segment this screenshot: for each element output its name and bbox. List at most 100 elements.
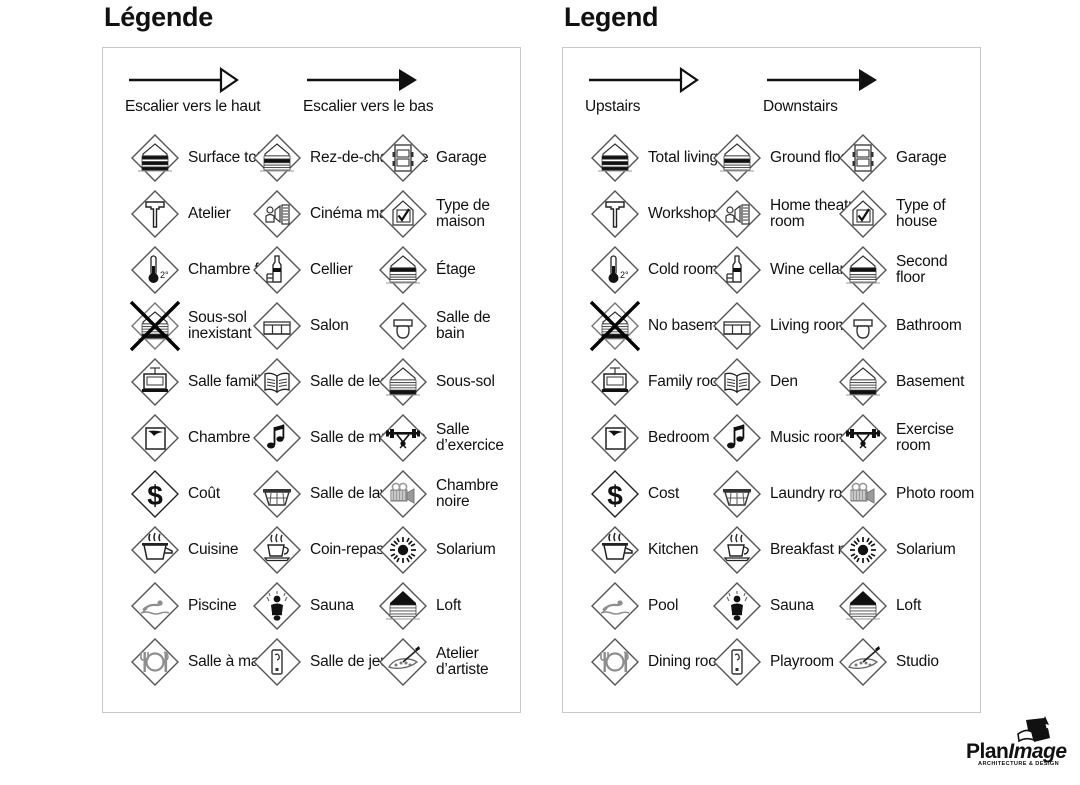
legend-item: $ Cost <box>589 466 679 522</box>
legend-item: Ground floor <box>711 130 854 186</box>
wine-cellar-icon <box>711 244 763 296</box>
legend-item-label: Home theatre room <box>770 196 862 230</box>
logo-wordmark: PlanImage <box>966 740 1067 764</box>
legend-item: Loft <box>837 578 921 634</box>
kitchen-pot-icon <box>129 524 181 576</box>
legend-item: Étage <box>377 242 476 298</box>
bedroom-icon <box>589 412 641 464</box>
ground-floor-icon <box>251 132 303 184</box>
legend-item-label: Salle d’exercice <box>436 420 504 454</box>
hammer-workshop-icon <box>129 188 181 240</box>
legend-item: Den <box>711 354 798 410</box>
legend-item: Wine cellar <box>711 242 845 298</box>
legend-item-label: Cellier <box>310 260 353 278</box>
legend-item-label: Sous-sol <box>436 372 495 390</box>
legend-item-label: Cuisine <box>188 540 239 558</box>
logo-word-image: Image <box>1008 740 1067 763</box>
kitchen-pot-icon <box>589 524 641 576</box>
arrow-filled-right-icon <box>303 66 433 96</box>
dining-cutlery-icon <box>129 636 181 688</box>
total-living-area-icon <box>589 132 641 184</box>
legend-item: Bedroom <box>589 410 710 466</box>
legend-item: Basement <box>837 354 964 410</box>
legend-item-label: Laundry room <box>770 484 864 502</box>
breakfast-cup-icon <box>711 524 763 576</box>
logo-word-plan: Plan <box>966 740 1009 763</box>
bedroom-icon <box>129 412 181 464</box>
legend-item: Cellier <box>251 242 353 298</box>
legend-item-label: Atelier d’artiste <box>436 644 489 678</box>
living-room-sofa-icon <box>711 300 763 352</box>
legend-item-label: Cold room <box>648 260 718 278</box>
legend-row: $ Cost Laundry room Photo room <box>563 466 980 522</box>
legend-item-label: Family room <box>648 372 732 390</box>
legend-row: Salle à manger Salle de jeux Atelier d’art… <box>103 634 520 690</box>
studio-palette-icon <box>837 636 889 688</box>
legend-item-label: Sauna <box>310 596 354 614</box>
legend-item: Type de maison <box>377 186 520 242</box>
living-room-sofa-icon <box>251 300 303 352</box>
legend-row: Chambre Salle de musique Salle d’exercice <box>103 410 520 466</box>
stairs-item-up: Escalier vers le haut <box>125 66 261 116</box>
legend-item: Salon <box>251 298 349 354</box>
legend-row: No basement Living room Bathroom <box>563 298 980 354</box>
loft-icon <box>377 580 429 632</box>
legend-item: Bathroom <box>837 298 962 354</box>
legend-item: Total living area <box>589 130 753 186</box>
legend-item-label: Garage <box>436 148 487 166</box>
legend-item-label: Second floor <box>896 252 948 286</box>
legend-item-label: Cost <box>648 484 680 502</box>
playroom-icon <box>251 636 303 688</box>
legend-item: Breakfast nook <box>711 522 871 578</box>
legend-item-label: Atelier <box>188 204 231 222</box>
legend-row: Workshop Home theatre room Type of house <box>563 186 980 242</box>
planimage-logo: PlanImage ARCHITECTURE & DESIGN <box>966 716 1074 778</box>
legend-item: Kitchen <box>589 522 699 578</box>
legend-item-label: Workshop <box>648 204 716 222</box>
second-floor-icon <box>377 244 429 296</box>
legend-item: Chambre <box>129 410 251 466</box>
legend-row: Sous-sol inexistant Salon Salle de bain <box>103 298 520 354</box>
legend-item: Workshop <box>589 186 716 242</box>
stairs-item-label: Escalier vers le bas <box>303 98 434 115</box>
legend-item: Sous-sol <box>377 354 495 410</box>
breakfast-cup-icon <box>251 524 303 576</box>
legend-item: Atelier <box>129 186 231 242</box>
den-book-icon <box>711 356 763 408</box>
legend-item: Sauna <box>251 578 354 634</box>
legend-row: Kitchen Breakfast nook Solarium <box>563 522 980 578</box>
legend-item: Pool <box>589 578 678 634</box>
legend-item: Home theatre room <box>711 186 890 242</box>
arrow-filled-right-icon <box>763 66 883 96</box>
legend-row: Surface totale Rez-de-chaussée Garage <box>103 130 520 186</box>
ground-floor-icon <box>711 132 763 184</box>
legend-item-label: Garage <box>896 148 947 166</box>
hammer-workshop-icon <box>589 188 641 240</box>
legend-item: Type of house <box>837 186 980 242</box>
legend-item: Salle de jeux <box>251 634 396 690</box>
legend-item: 2° Cold room <box>589 242 718 298</box>
legend-item-label: Salon <box>310 316 349 334</box>
legend-item-label: Den <box>770 372 798 390</box>
second-floor-icon <box>837 244 889 296</box>
legend-item: Laundry room <box>711 466 863 522</box>
legend-item: Coin-repas <box>251 522 384 578</box>
legend-item: Playroom <box>711 634 834 690</box>
svg-text:$: $ <box>607 480 623 511</box>
legend-item-label: Chambre <box>188 428 251 446</box>
stairs-item-label: Downstairs <box>763 98 838 115</box>
garage-icon <box>837 132 889 184</box>
type-of-house-icon <box>837 188 889 240</box>
logo-tagline: ARCHITECTURE & DESIGN <box>978 761 1060 767</box>
home-theatre-icon <box>711 188 763 240</box>
legend-item-label: Sauna <box>770 596 814 614</box>
laundry-basket-icon <box>711 468 763 520</box>
legend-item-label: Dining room <box>648 652 730 670</box>
cost-dollar-icon: $ <box>129 468 181 520</box>
legend-item: Salle d’exercice <box>377 410 520 466</box>
legend-item: Living room <box>711 298 848 354</box>
legend-item: Garage <box>837 130 947 186</box>
legend-item: Cuisine <box>129 522 238 578</box>
stairs-legend: Escalier vers le haut Escalier vers le ba… <box>103 66 520 144</box>
legend-item-label: Wine cellar <box>770 260 845 278</box>
